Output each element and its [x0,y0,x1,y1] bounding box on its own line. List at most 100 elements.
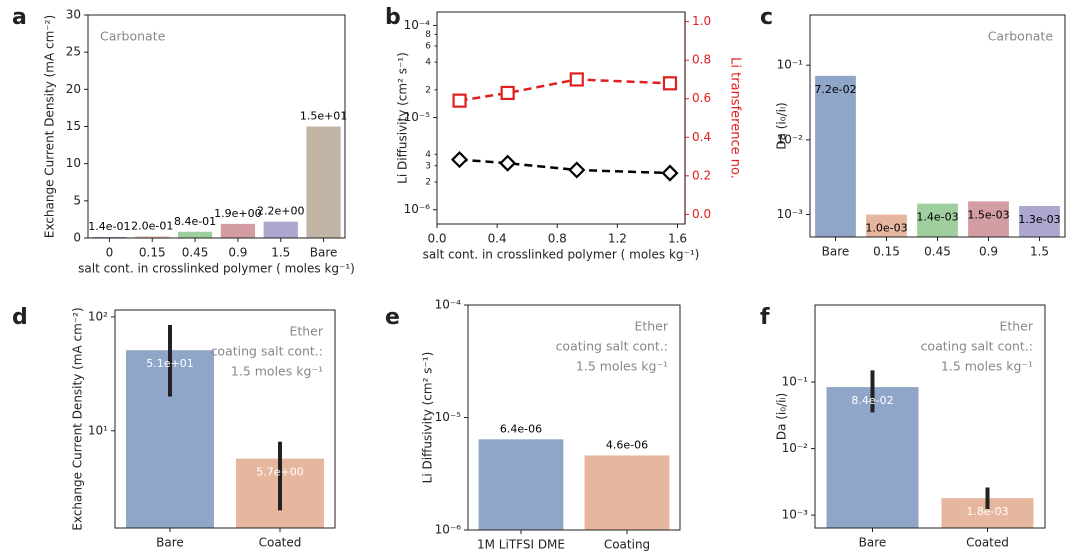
marker [662,76,678,91]
value-label: 1.4e-03 [916,211,958,224]
y-tick-label: 10⁻⁵ [404,110,431,124]
value-label: 1.3e-03 [1018,213,1060,226]
value-label: 1.5e-03 [967,208,1009,221]
value-label: 6.4e-06 [500,422,542,435]
annotation: coating salt cont.: [556,339,668,354]
bar [220,223,256,238]
plot-frame [814,304,1046,529]
value-label: 1.9e+00 [214,207,261,220]
y-tick-label: 10⁻¹ [777,58,804,72]
annotation: coating salt cont.: [921,339,1033,354]
bar [306,126,341,238]
x-axis-label: salt cont. in crosslinked polymer ( mole… [78,262,355,276]
bar [917,203,958,237]
x-tick-label: Bare [156,536,184,550]
y2-tick-label: 0.0 [692,207,711,221]
y-tick-label: 0 [73,231,81,245]
x-tick-label: Coated [259,536,302,550]
annotation: Ether [999,319,1033,334]
x-tick-label: 1.6 [668,232,687,246]
x-tick-label: 0.15 [139,246,166,260]
x-tick-label: 0.8 [548,232,567,246]
marker [568,161,586,179]
value-label: 7.2e-02 [814,83,856,96]
plot-frame [87,14,346,239]
annotation: Carbonate [100,29,166,44]
x-tick-label: 0.9 [228,246,247,260]
panel-label: e [385,305,400,330]
value-label: 2.2e+00 [257,205,304,218]
y-minor-tick-label: 2 [425,85,431,95]
y-tick-label: 10⁻⁶ [404,202,431,216]
y-tick-label: 10⁻¹ [782,375,809,389]
y-tick-label: 10⁻⁴ [435,298,462,312]
plot-frame [114,309,336,529]
x-tick-label: 0.4 [488,232,507,246]
value-label: 5.7e+00 [256,466,303,479]
bar [584,455,670,530]
panel-label: f [760,305,770,330]
y-minor-tick-label: 4 [425,150,431,160]
marker [452,93,467,108]
bar [263,221,298,238]
y-axis-label: Exchange Current Density (mA cm⁻²) [43,15,57,238]
y-tick-label: 20 [66,82,81,96]
y2-axis-label: Li transference no. [728,57,743,179]
bar [815,75,856,237]
series-line [459,78,671,102]
y2-tick-label: 0.6 [692,91,711,105]
y-minor-tick-label: 8 [425,30,431,40]
value-label: 2.0e-01 [131,220,173,233]
panel-label: a [12,5,27,30]
annotation: 1.5 moles kg⁻¹ [941,359,1033,374]
plot-frame [809,14,1066,238]
value-label: 8.4e-01 [174,215,216,228]
value-label: 1.0e-03 [865,222,907,235]
x-tick-label: 1.5 [1030,245,1049,259]
x-axis-label: salt cont. in crosslinked polymer ( mole… [423,248,700,262]
y-minor-tick-label: 3 [425,161,431,171]
y-tick-label: 25 [66,45,81,59]
y-tick-label: 10⁻⁶ [435,523,462,537]
series-line [459,158,671,175]
annotation: 1.5 moles kg⁻¹ [576,359,668,374]
bar [1019,206,1060,237]
plot-frame [436,11,686,225]
x-tick-label: Coating [604,538,650,552]
y-axis-label: Li Diffusivity (cm² s⁻¹) [421,352,435,484]
annotation: Carbonate [988,29,1054,44]
bar [177,231,213,238]
panel-label: c [760,5,773,30]
x-tick-label: Bare [859,536,887,550]
y-axis-label: Exchange Current Density (mA cm⁻²) [71,307,85,530]
y-tick-label: 10⁻⁵ [435,410,462,424]
y-axis-label: Da (i₀/iₗ) [775,102,789,149]
x-tick-label: 0.15 [873,245,900,259]
value-label: 5.1e+01 [146,357,193,370]
y-minor-tick-label: 2 [425,177,431,187]
annotation: 1.5 moles kg⁻¹ [231,364,323,379]
y2-tick-label: 0.4 [692,130,711,144]
value-label: 1.5e+01 [300,110,347,123]
y-axis-label: Li Diffusivity (cm² s⁻¹) [396,52,410,184]
x-tick-label: 1.5 [271,246,290,260]
y-tick-label: 10⁻³ [777,207,804,221]
y-tick-label: 10² [88,309,108,323]
x-tick-label: Coated [966,536,1009,550]
marker [450,151,469,169]
bar [866,214,907,237]
panel-label: d [12,305,28,330]
bar [92,236,127,238]
x-tick-label: 0.9 [979,245,998,259]
x-tick-label: 0.45 [924,245,951,259]
y-axis-label: Da (i₀/iₗ) [775,393,789,440]
y-tick-label: 10 [66,156,81,170]
x-tick-label: 1.2 [608,232,627,246]
value-label: 8.4e-02 [851,394,893,407]
y-tick-label: 10⁻² [782,441,809,455]
annotation: Ether [289,324,323,339]
annotation: Ether [634,319,668,334]
y2-tick-label: 0.2 [692,168,711,182]
bar [478,439,564,530]
y-tick-label: 10¹ [88,423,108,437]
